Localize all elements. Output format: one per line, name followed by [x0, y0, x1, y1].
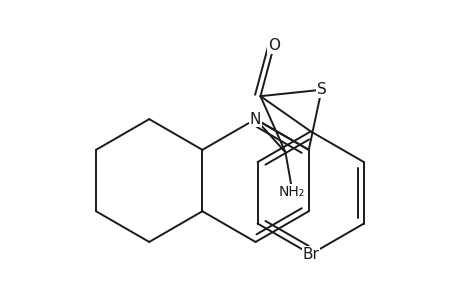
Text: NH₂: NH₂	[278, 184, 304, 199]
Text: O: O	[268, 38, 280, 53]
Text: S: S	[316, 82, 326, 97]
Text: Br: Br	[302, 247, 319, 262]
Text: N: N	[249, 112, 261, 127]
